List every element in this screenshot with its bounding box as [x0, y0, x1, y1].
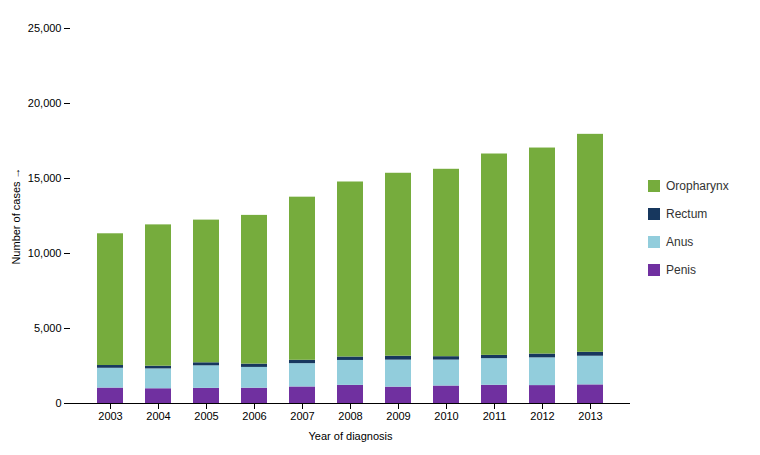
svg-text:0: 0: [55, 397, 61, 409]
svg-text:2008: 2008: [338, 410, 362, 422]
html-text:Rectum: Rectum: [666, 206, 708, 221]
svg-text:2010: 2010: [434, 410, 458, 422]
svg-text:25,000: 25,000: [28, 22, 62, 34]
svg-text:10,000: 10,000: [28, 247, 62, 259]
html-text:Penis: Penis: [666, 262, 696, 277]
svg-text:5,000: 5,000: [34, 322, 62, 334]
html-text:Oropharynx: Oropharynx: [666, 178, 729, 193]
svg-text:2004: 2004: [146, 410, 170, 422]
html-text:Anus: Anus: [666, 234, 694, 249]
svg-text:Number of cases →: Number of cases →: [10, 167, 22, 264]
svg-text:2012: 2012: [530, 410, 554, 422]
svg-text:2013: 2013: [578, 410, 602, 422]
svg-text:2006: 2006: [242, 410, 266, 422]
svg-text:20,000: 20,000: [28, 97, 62, 109]
svg-text:Year of diagnosis: Year of diagnosis: [309, 429, 393, 441]
svg-text:2005: 2005: [194, 410, 218, 422]
svg-text:15,000: 15,000: [28, 172, 62, 184]
svg-text:2007: 2007: [290, 410, 314, 422]
svg-text:2009: 2009: [386, 410, 410, 422]
svg-text:2011: 2011: [483, 410, 507, 422]
svg-text:2003: 2003: [98, 410, 122, 422]
